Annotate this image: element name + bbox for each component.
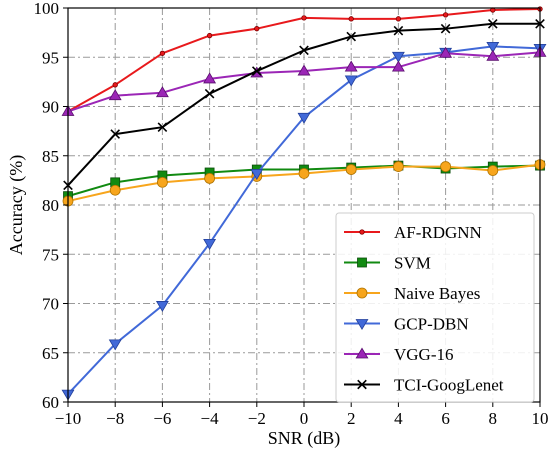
data-point-naive-bayes (156, 176, 168, 188)
data-point-af-rdgnn (112, 82, 118, 88)
data-point-naive-bayes (345, 164, 357, 175)
legend-entry-vgg-16: VGG-16 (344, 345, 454, 364)
legend-entry-af-rdgnn: AF-RDGNN (344, 223, 482, 242)
legend-marker (357, 257, 367, 268)
data-point-naive-bayes (392, 161, 404, 172)
legend-marker (355, 347, 369, 359)
x-tick-label: 4 (394, 409, 403, 428)
axis-tick-labels: −10 −8 −6 −4 −2 0 2 4 6 8 10 60 65 70 75 80 85 90 95 100 (34, 0, 549, 428)
x-tick-label: 2 (347, 409, 356, 428)
legend-box (335, 212, 535, 403)
data-point-gcp-dbn (391, 51, 405, 63)
x-tick-label: −2 (248, 409, 266, 428)
data-point-naive-bayes (298, 168, 310, 179)
data-point-af-rdgnn (442, 12, 449, 18)
data-point-tci-googlenet (299, 45, 309, 56)
y-tick-label: 100 (34, 0, 60, 18)
data-point-gcp-dbn (344, 75, 358, 87)
y-tick-label: 65 (42, 344, 59, 363)
data-point-vgg-16 (297, 64, 311, 76)
x-tick-label: 0 (300, 409, 309, 428)
legend-entry-tci-googlenet: TCI-GoogLenet (344, 376, 504, 395)
legend-label: AF-RDGNN (394, 223, 482, 242)
data-point-vgg-16 (203, 72, 217, 84)
data-point-vgg-16 (344, 60, 358, 72)
legend-label: GCP-DBN (394, 315, 469, 334)
data-point-vgg-16 (486, 49, 500, 61)
data-point-tci-googlenet (157, 122, 168, 133)
x-tick-label: −10 (55, 409, 82, 428)
legend-label: VGG-16 (394, 345, 454, 364)
data-point-tci-googlenet (393, 25, 404, 36)
data-point-naive-bayes (487, 165, 499, 176)
legend-entry-svm: SVM (344, 254, 431, 273)
x-tick-label: −6 (153, 409, 171, 428)
y-axis-label: Accuracy (%) (6, 155, 27, 255)
data-point-af-rdgnn (348, 16, 354, 22)
y-tick-label: 60 (42, 393, 59, 412)
data-point-gcp-dbn (250, 169, 264, 181)
y-tick-label: 75 (42, 245, 59, 264)
y-tick-label: 85 (42, 147, 59, 166)
x-tick-label: −8 (106, 409, 124, 428)
series-af-rdgnn (65, 6, 543, 115)
data-point-vgg-16 (155, 86, 169, 98)
data-point-vgg-16 (391, 60, 405, 72)
data-point-tci-googlenet (346, 31, 357, 42)
legend-label: Naive Bayes (394, 284, 480, 303)
data-point-naive-bayes (109, 184, 121, 196)
axis-ticks (63, 7, 541, 407)
data-point-af-rdgnn (254, 26, 260, 32)
data-point-gcp-dbn (155, 301, 169, 313)
data-point-gcp-dbn (486, 41, 500, 53)
data-point-naive-bayes (204, 173, 216, 184)
x-tick-label: −4 (201, 409, 220, 428)
x-tick-label: 8 (489, 409, 498, 428)
data-point-tci-googlenet (110, 129, 121, 139)
legend-label: TCI-GoogLenet (394, 376, 504, 395)
y-tick-label: 70 (42, 295, 59, 314)
data-point-tci-googlenet (440, 23, 451, 34)
series-naive-bayes (62, 159, 546, 207)
y-tick-label: 95 (42, 48, 59, 67)
x-axis-label: SNR (dB) (268, 428, 341, 449)
data-point-tci-googlenet (251, 66, 262, 76)
legend-marker (356, 287, 368, 299)
x-tick-label: 10 (532, 409, 549, 428)
legend-label: SVM (394, 254, 431, 273)
data-point-vgg-16 (108, 89, 122, 101)
legend-marker (357, 379, 367, 390)
x-tick-label: 6 (441, 409, 450, 428)
legend-entry-naive-bayes: Naive Bayes (344, 284, 480, 303)
legend-entry-gcp-dbn: GCP-DBN (344, 315, 469, 334)
data-point-gcp-dbn (108, 339, 122, 351)
data-point-af-rdgnn (301, 15, 307, 21)
y-tick-label: 80 (42, 196, 59, 215)
y-tick-label: 90 (42, 98, 59, 117)
legend: AF-RDGNN SVM Naive Bayes GCP-DBN VGG-16 TCI-G… (335, 212, 535, 403)
data-point-gcp-dbn (297, 112, 311, 124)
series-layer (61, 6, 547, 401)
data-point-af-rdgnn (206, 32, 213, 39)
data-point-vgg-16 (439, 46, 453, 58)
data-point-af-rdgnn (395, 16, 402, 22)
legend-marker (359, 229, 365, 235)
legend-marker (355, 319, 369, 331)
data-point-tci-googlenet (204, 88, 215, 99)
data-point-gcp-dbn (203, 238, 217, 250)
data-point-naive-bayes (440, 161, 452, 172)
data-point-tci-googlenet (487, 18, 498, 29)
data-point-af-rdgnn (159, 50, 166, 56)
